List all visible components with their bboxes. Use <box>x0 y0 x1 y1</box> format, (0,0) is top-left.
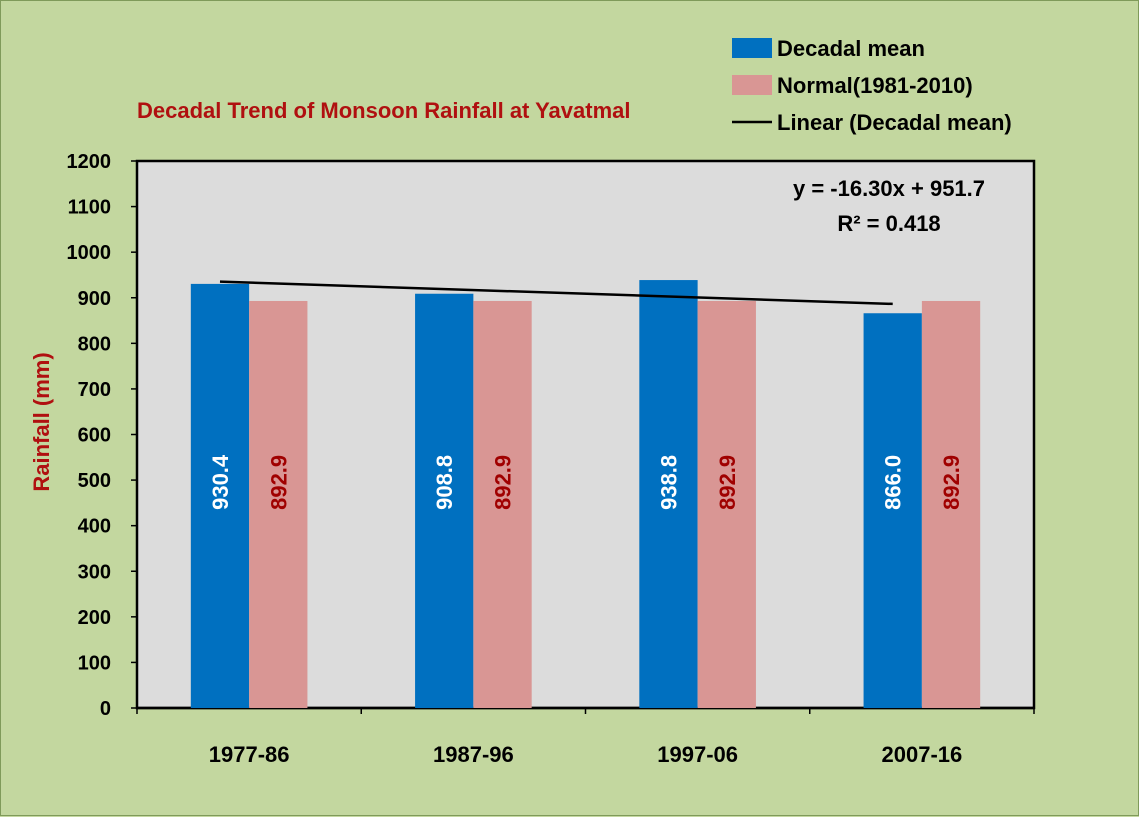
data-label: 892.9 <box>266 455 291 510</box>
x-tick-label: 1977-86 <box>209 742 290 767</box>
trendline-equation: y = -16.30x + 951.7 <box>793 176 985 201</box>
legend-swatch-normal <box>732 75 772 95</box>
trendline-group <box>219 280 893 306</box>
x-tick-label: 1997-06 <box>657 742 738 767</box>
trendline <box>219 280 893 306</box>
y-tick-label: 400 <box>78 516 111 538</box>
y-tick-label: 800 <box>78 333 111 355</box>
y-tick-label: 300 <box>78 561 111 583</box>
y-axis-title: Rainfall (mm) <box>29 352 54 491</box>
data-label: 892.9 <box>715 455 740 510</box>
data-label: 938.8 <box>656 455 681 510</box>
legend-swatch-decadal-mean <box>732 38 772 58</box>
data-label: 892.9 <box>939 455 964 510</box>
y-tick-label: 700 <box>78 379 111 401</box>
bar-normal <box>921 300 981 708</box>
data-label: 892.9 <box>491 455 516 510</box>
y-tick-label: 500 <box>78 470 111 492</box>
x-tick-label: 2007-16 <box>882 742 963 767</box>
y-tick-label: 1000 <box>67 242 112 264</box>
y-axis: 0 100 200 300 400 500 600 700 800 900 1000 1100 1200 <box>67 151 137 720</box>
bars: 930.4 892.9 908.8 892.9 938.8 892.9 866.0 892.9 <box>190 280 981 708</box>
bar-normal <box>473 300 532 708</box>
legend: Decadal mean Normal(1981-2010) Linear (D… <box>732 36 1012 135</box>
bar-normal <box>249 300 308 708</box>
data-label: 866.0 <box>881 455 906 510</box>
bar-decadal-mean <box>639 280 698 708</box>
bar-normal <box>697 300 756 708</box>
legend-label-normal: Normal(1981-2010) <box>777 73 973 98</box>
trendline-r-squared: R² = 0.418 <box>837 211 940 236</box>
bar-decadal-mean <box>863 313 922 708</box>
data-label: 908.8 <box>432 455 457 510</box>
legend-label-decadal-mean: Decadal mean <box>777 36 925 61</box>
y-tick-label: 1200 <box>67 151 112 173</box>
y-tick-label: 200 <box>78 607 111 629</box>
legend-label-linear: Linear (Decadal mean) <box>777 110 1012 135</box>
y-tick-label: 1100 <box>68 197 111 219</box>
y-tick-label: 0 <box>100 698 111 720</box>
y-tick-label: 600 <box>78 425 111 447</box>
y-tick-label: 100 <box>78 652 111 674</box>
bar-decadal-mean <box>415 293 474 708</box>
y-tick-label: 900 <box>78 288 111 310</box>
data-label: 930.4 <box>208 454 233 510</box>
chart-title: Decadal Trend of Monsoon Rainfall at Yav… <box>137 98 631 123</box>
bar-decadal-mean <box>190 283 250 708</box>
x-axis: 1977-86 1987-96 1997-06 2007-16 <box>136 706 1035 767</box>
x-tick-label: 1987-96 <box>433 742 514 767</box>
